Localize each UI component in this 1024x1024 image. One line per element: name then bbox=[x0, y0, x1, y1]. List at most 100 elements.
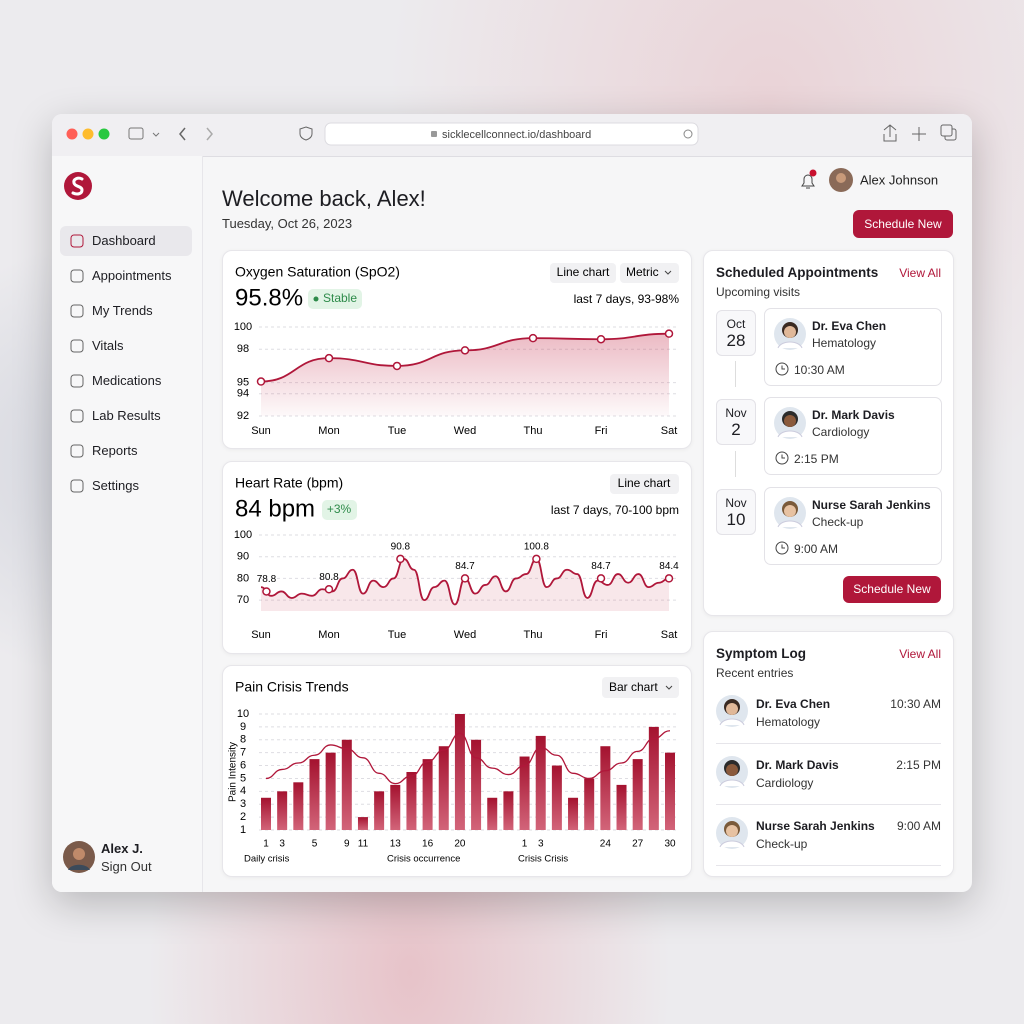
data-label: 84.7 bbox=[455, 561, 475, 572]
nav-icon bbox=[70, 304, 84, 318]
schedule-button[interactable]: Schedule New bbox=[843, 576, 941, 603]
doctor-name: Dr. Eva Chen bbox=[812, 319, 887, 333]
nav-label: Dashboard bbox=[92, 233, 156, 248]
nav-item[interactable]: Vitals bbox=[60, 331, 192, 361]
minimize[interactable] bbox=[82, 128, 94, 140]
toolbar: sicklecellconnect.io/dashboard bbox=[66, 122, 957, 146]
avatar-body bbox=[777, 520, 803, 528]
logo[interactable] bbox=[62, 170, 94, 202]
x-tick-label: Wed bbox=[454, 629, 476, 641]
view-all[interactable]: View All bbox=[899, 266, 941, 280]
specialty: Hematology bbox=[812, 336, 877, 350]
card-title: Symptom Log bbox=[716, 646, 806, 661]
reload[interactable] bbox=[683, 129, 693, 139]
y-tick-label: 100 bbox=[234, 529, 252, 541]
new-tab[interactable] bbox=[912, 127, 926, 141]
day: 10 bbox=[726, 510, 746, 529]
appointment[interactable]: Nurse Sarah Jenkins Check-up 9:00 AM bbox=[764, 487, 942, 565]
avatar-body bbox=[777, 341, 803, 349]
entry-time: 10:30 AM bbox=[890, 697, 941, 711]
nav-item[interactable]: My Trends bbox=[60, 296, 192, 326]
close[interactable] bbox=[66, 128, 78, 140]
view-all[interactable]: View All bbox=[899, 647, 941, 661]
nav-item[interactable]: Lab Results bbox=[60, 401, 192, 431]
x-tick-label: Sat bbox=[661, 425, 678, 437]
nav-item[interactable]: Dashboard bbox=[60, 226, 192, 256]
point bbox=[392, 361, 402, 371]
button[interactable] bbox=[620, 263, 679, 283]
nav-item[interactable]: Appointments bbox=[60, 261, 192, 291]
x-tick-label: Fri bbox=[595, 629, 608, 641]
avatar bbox=[716, 817, 748, 849]
avatar-body bbox=[777, 430, 803, 438]
chart: Oxygen Saturation (SpO2) Line chart Metr… bbox=[234, 263, 680, 437]
forward[interactable] bbox=[206, 127, 213, 141]
user-avatar[interactable] bbox=[62, 840, 96, 874]
nav-item[interactable]: Settings bbox=[60, 471, 192, 501]
trend-line bbox=[265, 730, 671, 785]
chevron bbox=[664, 270, 672, 275]
symptom-card: Symptom Log View All Recent entries Dr. … bbox=[703, 631, 954, 877]
button[interactable] bbox=[602, 677, 679, 698]
bar bbox=[341, 739, 352, 830]
y-tick-label: 2 bbox=[240, 811, 246, 823]
back[interactable] bbox=[179, 127, 186, 141]
avatar-face bbox=[784, 505, 796, 517]
bar bbox=[584, 778, 595, 830]
entry-time: 9:00 AM bbox=[896, 819, 941, 833]
entry-specialty: Cardiology bbox=[756, 776, 814, 790]
sidebar-toggle[interactable] bbox=[128, 127, 144, 140]
data-label: 90.8 bbox=[391, 542, 411, 553]
entry-specialty: Check-up bbox=[756, 837, 808, 851]
nav-icon bbox=[70, 339, 84, 353]
entry-name: Nurse Sarah Jenkins bbox=[756, 819, 875, 833]
clock bbox=[775, 362, 789, 376]
schedule-button[interactable]: Schedule New bbox=[853, 210, 953, 238]
bar bbox=[438, 746, 449, 830]
y-axis-label: Pain Intensity bbox=[228, 742, 239, 802]
x-tick-label: 9 bbox=[344, 839, 350, 850]
url-bar[interactable] bbox=[324, 122, 699, 146]
button[interactable] bbox=[610, 474, 679, 494]
marker bbox=[262, 587, 271, 596]
x-tick-label: 30 bbox=[664, 839, 676, 850]
nav-icon bbox=[70, 234, 84, 248]
y-tick-label: 1 bbox=[240, 824, 246, 836]
data-label: 84.7 bbox=[591, 561, 611, 572]
card-subtitle: Recent entries bbox=[716, 666, 794, 680]
nav-label: Vitals bbox=[92, 338, 124, 353]
zoom[interactable] bbox=[98, 128, 110, 140]
point bbox=[324, 353, 334, 363]
y-tick-label: 95 bbox=[237, 377, 249, 389]
nav-label: My Trends bbox=[92, 303, 153, 318]
x-tick-label: Tue bbox=[388, 425, 407, 437]
avatar-body bbox=[719, 840, 745, 848]
appointment[interactable]: Dr. Mark Davis Cardiology 2:15 PM bbox=[764, 397, 942, 475]
doctor-name: Dr. Mark Davis bbox=[812, 408, 895, 422]
bar bbox=[390, 784, 401, 830]
time: 10:30 AM bbox=[794, 363, 845, 377]
x-tick-label: 16 bbox=[422, 839, 434, 850]
bar bbox=[374, 791, 385, 830]
nav-item[interactable]: Medications bbox=[60, 366, 192, 396]
sign-out[interactable]: Sign Out bbox=[101, 859, 152, 874]
date-box: Nov 10 bbox=[716, 489, 756, 535]
y-tick-label: 3 bbox=[240, 798, 246, 810]
nav-item[interactable]: Reports bbox=[60, 436, 192, 466]
x-tick-label: 3 bbox=[279, 839, 285, 850]
point bbox=[596, 334, 606, 344]
user-menu[interactable]: Alex Johnson bbox=[797, 168, 947, 194]
month: Nov bbox=[725, 496, 747, 510]
y-tick-label: 7 bbox=[240, 747, 246, 759]
range-note: last 7 days, 93-98% bbox=[574, 292, 680, 306]
x-tick-label: Thu bbox=[524, 425, 543, 437]
appointment[interactable]: Dr. Eva Chen Hematology 10:30 AM bbox=[764, 308, 942, 386]
entry-name: Dr. Eva Chen bbox=[756, 697, 831, 711]
x-tick-label: Mon bbox=[318, 629, 339, 641]
share[interactable] bbox=[883, 124, 897, 142]
connector bbox=[735, 361, 736, 387]
button[interactable] bbox=[550, 263, 616, 283]
bar bbox=[357, 817, 368, 830]
clock-face bbox=[775, 451, 789, 465]
nav-label: Medications bbox=[92, 373, 162, 388]
